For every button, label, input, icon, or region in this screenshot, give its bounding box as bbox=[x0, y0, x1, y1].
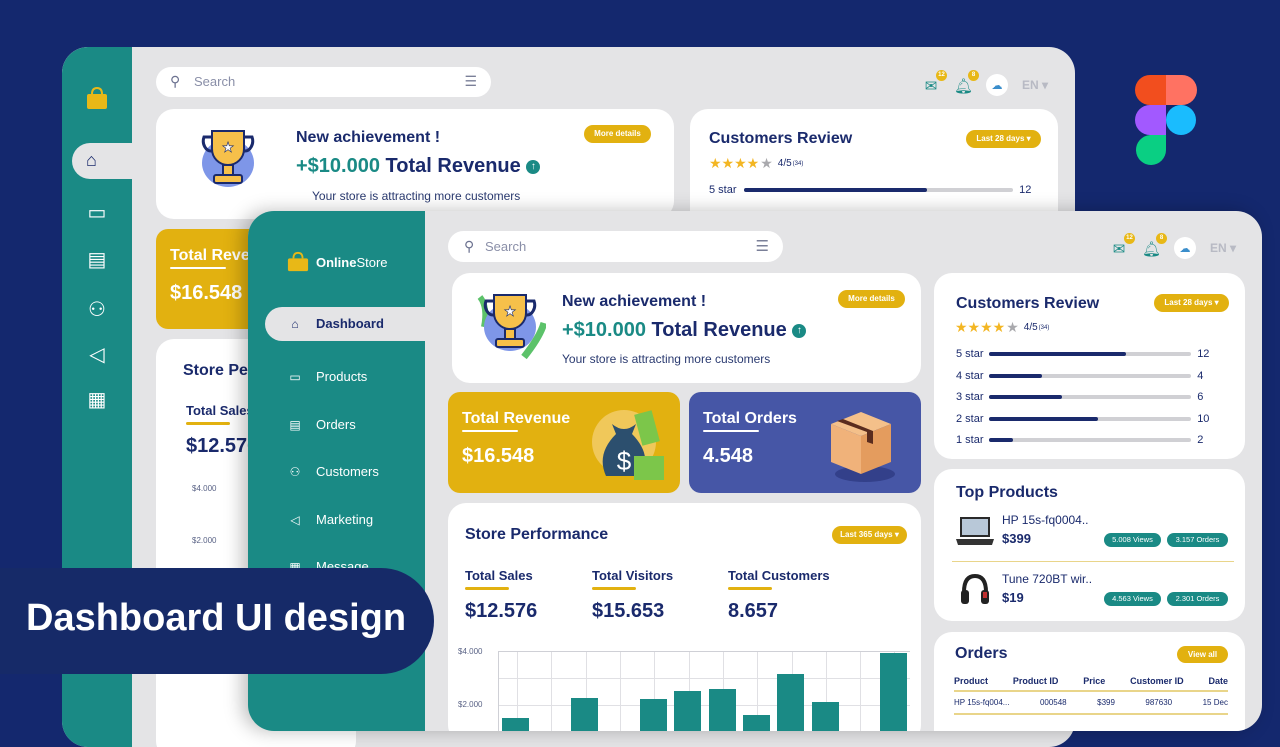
svg-text:$: $ bbox=[617, 446, 632, 476]
trophy-icon: ★ bbox=[477, 294, 546, 360]
review-filter-dropdown[interactable]: Last 28 days ▾ bbox=[1154, 294, 1229, 312]
customers-review-card: Customers Review Last 28 days ▾ ★★★★ ★ 4/5… bbox=[934, 273, 1245, 459]
chart-bar bbox=[709, 689, 736, 731]
shopping-bag-icon bbox=[287, 251, 309, 272]
performance-filter-dropdown[interactable]: Last 365 days ▾ bbox=[832, 526, 907, 544]
total-orders-card: Total Orders 4.548 bbox=[689, 392, 921, 493]
chart-bar bbox=[812, 702, 839, 731]
laptop-image bbox=[956, 517, 994, 545]
rail-item-dashboard[interactable]: ⌂ bbox=[72, 143, 152, 179]
orders-table: Product Product ID Price Customer ID Date HP… bbox=[954, 676, 1228, 715]
chart-bar bbox=[571, 698, 598, 731]
performance-title: Store Performance bbox=[465, 526, 609, 543]
top-products-card: Top Products HP 15s-fq0004.. $399 5.008 V… bbox=[934, 469, 1245, 621]
divider bbox=[952, 561, 1234, 562]
back-reviews-card: Customers Review Last 28 days ▾ ★★★★ ★ 4/5… bbox=[690, 109, 1058, 229]
sidebar-item-marketing[interactable]: ◁ Marketing bbox=[288, 512, 373, 527]
sidebar-item-products[interactable]: ▭ Products bbox=[289, 369, 368, 384]
users-icon: ⚇ bbox=[289, 464, 301, 479]
rating-stars: ★★★★ ★ 4/5 (34) bbox=[709, 155, 804, 171]
orders-chip: 3.157 Orders bbox=[1167, 533, 1228, 547]
filter-sliders-icon[interactable]: ☰ bbox=[464, 73, 477, 89]
search-icon: ⚲ bbox=[464, 238, 475, 254]
shopping-bag-logo-icon bbox=[84, 85, 110, 116]
figma-logo-icon bbox=[1135, 75, 1197, 165]
achievement-revenue: +$10.000 Total Revenue ↑ bbox=[562, 319, 807, 342]
chart-bar bbox=[880, 653, 907, 731]
avatar[interactable]: ☁ bbox=[986, 74, 1008, 96]
review-row: 5 star 12 bbox=[956, 348, 1210, 360]
rating-stars: ★★★★ ★ 4/5 (34) bbox=[955, 319, 1050, 335]
order-document-icon: ▤ bbox=[289, 417, 301, 432]
review-row: 2 star 10 bbox=[956, 413, 1210, 425]
orders-card: Orders View all Product Product ID Price Cu… bbox=[934, 632, 1245, 731]
mail-icon[interactable]: ✉ 12 bbox=[922, 70, 947, 95]
brand-logo: OnlineStore bbox=[286, 251, 388, 273]
total-revenue-card: Total Revenue $16.548 $ bbox=[448, 392, 680, 493]
orders-chip: 2.301 Orders bbox=[1167, 592, 1228, 606]
back-topbar-icons: ✉ 12 🔔︎ 8 ☁ EN ▾ bbox=[922, 70, 1049, 96]
bell-icon[interactable]: 🔔︎ 8 bbox=[1142, 233, 1167, 258]
message-icon[interactable]: ▦ bbox=[87, 389, 107, 411]
chart-bar bbox=[674, 691, 701, 731]
review-row: 4 star 4 bbox=[956, 370, 1204, 382]
achievement-subtitle: Your store is attracting more customers bbox=[562, 352, 771, 366]
total-visitors-metric: Total Visitors $15.653 bbox=[592, 568, 674, 622]
money-bag-icon: $ bbox=[592, 410, 664, 480]
back-search-input[interactable]: ⚲ Search ☰ bbox=[156, 67, 491, 97]
topbar-icons: ✉ 12 🔔︎ 8 ☁ EN ▾ bbox=[1110, 233, 1237, 259]
headphones-image bbox=[961, 573, 989, 604]
mail-icon[interactable]: ✉ 12 bbox=[1110, 233, 1135, 258]
chart-bar bbox=[743, 715, 770, 731]
home-icon: ⌂ bbox=[291, 316, 299, 331]
more-details-button[interactable]: More details bbox=[584, 125, 651, 143]
more-details-button[interactable]: More details bbox=[838, 290, 905, 308]
megaphone-icon: ◁ bbox=[290, 512, 300, 527]
review-row: 3 star 6 bbox=[956, 391, 1204, 403]
svg-text:★: ★ bbox=[222, 139, 235, 155]
caption-banner: Dashboard UI design bbox=[0, 568, 434, 674]
home-icon: ⌂ bbox=[86, 150, 97, 170]
store-performance-card: Store Performance Last 365 days ▾ Total … bbox=[448, 503, 921, 731]
product-item[interactable]: HP 15s-fq0004.. $399 5.008 Views 3.157 Or… bbox=[954, 513, 1234, 553]
chart-bar bbox=[640, 699, 667, 731]
users-icon[interactable]: ⚇ bbox=[88, 299, 106, 321]
archive-box-icon: ▭ bbox=[289, 369, 301, 384]
bell-icon[interactable]: 🔔︎ 8 bbox=[954, 70, 979, 95]
performance-bar-chart bbox=[498, 651, 910, 731]
view-all-button[interactable]: View all bbox=[1177, 646, 1228, 663]
order-document-icon[interactable]: ▤ bbox=[87, 249, 107, 271]
arrow-up-icon: ↑ bbox=[792, 323, 807, 338]
filter-sliders-icon[interactable]: ☰ bbox=[755, 238, 769, 255]
message-icon: ▦ bbox=[289, 559, 301, 574]
search-input[interactable]: ⚲ Search ☰ bbox=[448, 231, 783, 262]
achievement-card: ★ New achievement ! +$10.000 Total Reven… bbox=[452, 273, 921, 383]
product-item[interactable]: Tune 720BT wir.. $19 4.563 Views 2.301 Or… bbox=[954, 572, 1234, 612]
sidebar-item-orders[interactable]: ▤ Orders bbox=[289, 417, 356, 432]
total-sales-metric: Total Sales $12.576 bbox=[465, 568, 538, 622]
avatar[interactable]: ☁ bbox=[1174, 237, 1196, 259]
review-title: Customers Review bbox=[956, 295, 1100, 312]
views-chip: 5.008 Views bbox=[1104, 533, 1161, 547]
sidebar-item-customers[interactable]: ⚇ Customers bbox=[289, 464, 379, 479]
language-select[interactable]: EN ▾ bbox=[1022, 78, 1049, 92]
chart-bar bbox=[777, 674, 804, 731]
language-select[interactable]: EN ▾ bbox=[1210, 241, 1237, 255]
archive-box-icon[interactable]: ▭ bbox=[87, 202, 107, 224]
search-icon: ⚲ bbox=[170, 73, 181, 89]
sidebar-item-dashboard[interactable]: ⌂ Dashboard bbox=[265, 307, 445, 341]
back-achievement-card: ★ New achievement ! +$10.000 Total Reven… bbox=[156, 109, 674, 219]
trophy-icon: ★ bbox=[201, 130, 255, 187]
svg-text:★: ★ bbox=[504, 303, 517, 319]
review-filter-dropdown[interactable]: Last 28 days ▾ bbox=[966, 130, 1041, 148]
total-customers-metric: Total Customers 8.657 bbox=[728, 568, 830, 622]
achievement-title: New achievement ! bbox=[562, 293, 707, 310]
review-row: 1 star 2 bbox=[956, 434, 1204, 446]
views-chip: 4.563 Views bbox=[1104, 592, 1161, 606]
package-box-icon bbox=[831, 412, 895, 482]
table-row[interactable]: HP 15s-fq004... 000548 $399 987630 15 Dec bbox=[954, 692, 1228, 715]
megaphone-icon[interactable]: ◁ bbox=[89, 344, 105, 366]
